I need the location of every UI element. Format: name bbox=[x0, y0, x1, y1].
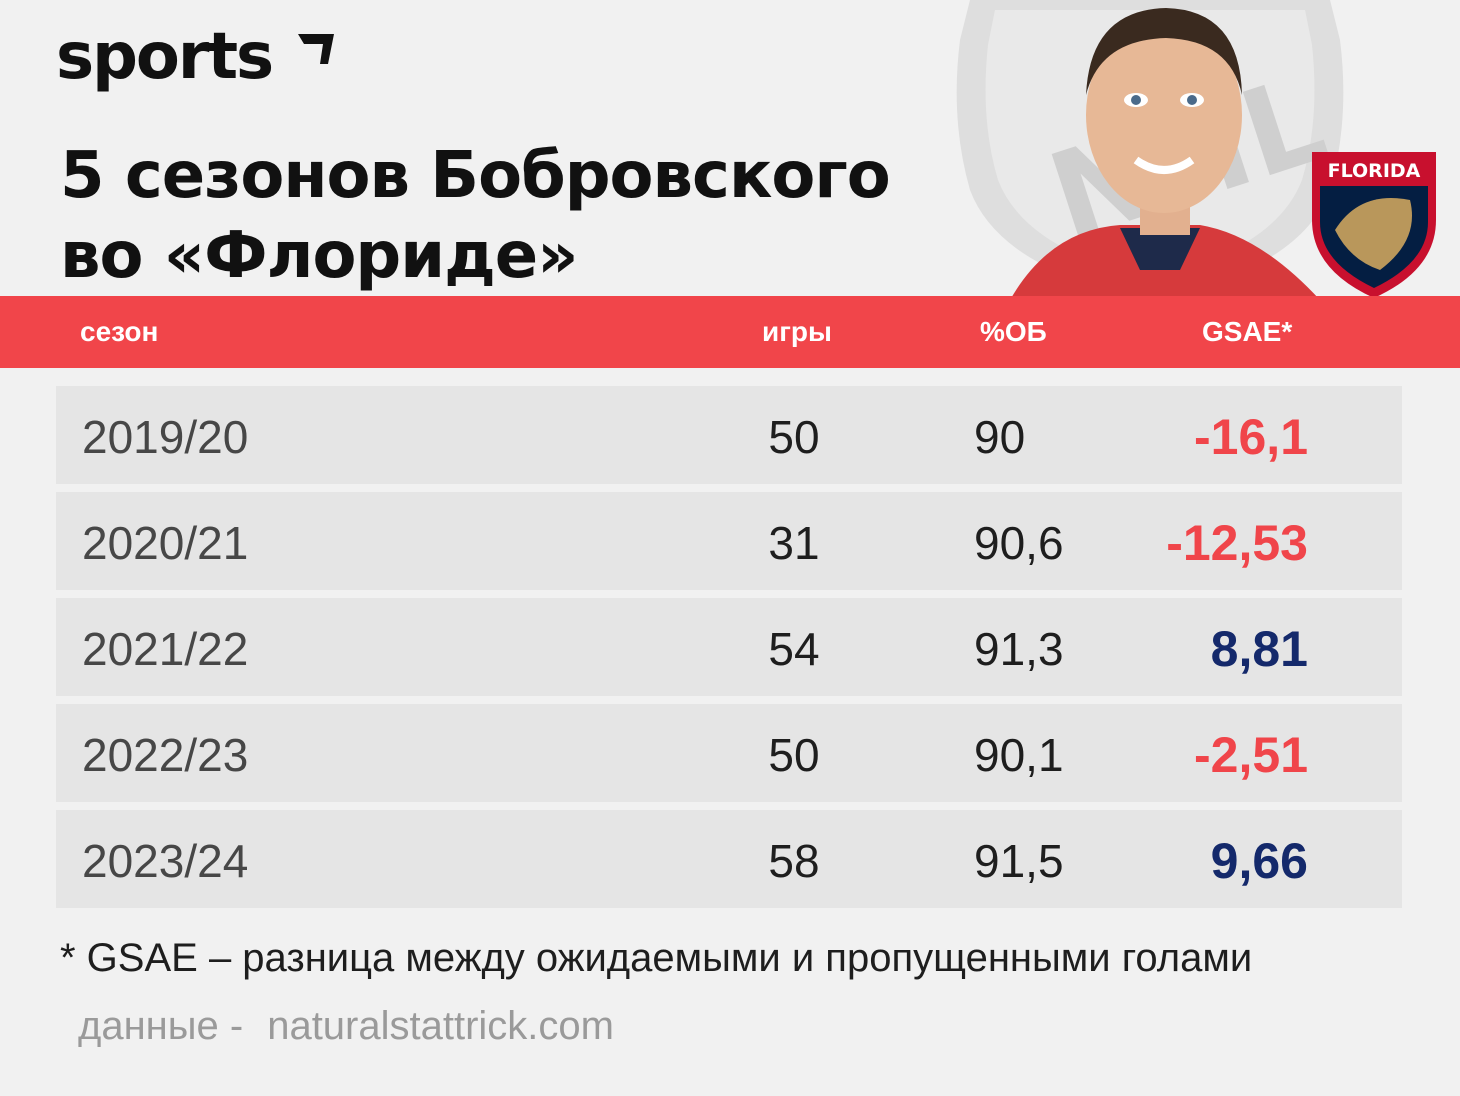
table-row: 2023/24 58 91,5 9,66 bbox=[56, 810, 1402, 908]
title-line-2: во «Флориде» bbox=[60, 219, 579, 293]
logo-mark-icon bbox=[298, 34, 334, 64]
table-row: 2022/23 50 90,1 -2,51 bbox=[56, 704, 1402, 802]
crest-text: FLORIDA bbox=[1328, 160, 1421, 182]
sports-logo: sports bbox=[56, 20, 274, 94]
gsae-cell: -2,51 bbox=[1194, 727, 1308, 783]
table-row: 2019/20 50 90 -16,1 bbox=[56, 386, 1402, 484]
save-pct-cell: 90,6 bbox=[974, 517, 1064, 569]
column-header-save-pct: %ОБ bbox=[980, 316, 1047, 347]
column-header-gsae: GSAE* bbox=[1202, 316, 1293, 347]
column-header-games: игры bbox=[762, 316, 832, 347]
season-cell: 2020/21 bbox=[82, 517, 249, 569]
save-pct-cell: 90 bbox=[974, 411, 1026, 463]
gsae-cell: 8,81 bbox=[1210, 621, 1308, 677]
gsae-cell: -16,1 bbox=[1194, 409, 1308, 465]
games-cell: 50 bbox=[768, 411, 820, 463]
gsae-cell: -12,53 bbox=[1166, 515, 1308, 571]
source-label: данные - bbox=[78, 1004, 244, 1048]
florida-panthers-crest-icon: FLORIDA bbox=[1312, 152, 1436, 298]
footnote: * GSAE – разница между ожидаемыми и проп… bbox=[60, 936, 1253, 980]
source-line: данные - naturalstattrick.com bbox=[78, 1004, 614, 1049]
page-title: 5 сезонов Бобровского во «Флориде» bbox=[60, 136, 1020, 296]
gsae-cell: 9,66 bbox=[1210, 833, 1308, 889]
title-line-1: 5 сезонов Бобровского bbox=[60, 139, 891, 213]
save-pct-cell: 91,5 bbox=[974, 835, 1064, 887]
games-cell: 50 bbox=[768, 729, 820, 781]
column-header-season: сезон bbox=[80, 316, 159, 347]
games-cell: 31 bbox=[768, 517, 820, 569]
save-pct-cell: 90,1 bbox=[974, 729, 1064, 781]
table-row: 2021/22 54 91,3 8,81 bbox=[56, 598, 1402, 696]
season-cell: 2021/22 bbox=[82, 623, 249, 675]
player-artwork: NHL FLORIDA bbox=[956, 0, 1436, 300]
source-site: naturalstattrick.com bbox=[267, 1004, 614, 1048]
player-photo bbox=[1010, 8, 1320, 300]
save-pct-cell: 91,3 bbox=[974, 623, 1064, 675]
games-cell: 58 bbox=[768, 835, 820, 887]
season-cell: 2019/20 bbox=[82, 411, 249, 463]
games-cell: 54 bbox=[768, 623, 820, 675]
season-cell: 2023/24 bbox=[82, 835, 249, 887]
table-row: 2020/21 31 90,6 -12,53 bbox=[56, 492, 1402, 590]
season-cell: 2022/23 bbox=[82, 729, 249, 781]
table-header: сезон игры %ОБ GSAE* bbox=[0, 296, 1460, 368]
